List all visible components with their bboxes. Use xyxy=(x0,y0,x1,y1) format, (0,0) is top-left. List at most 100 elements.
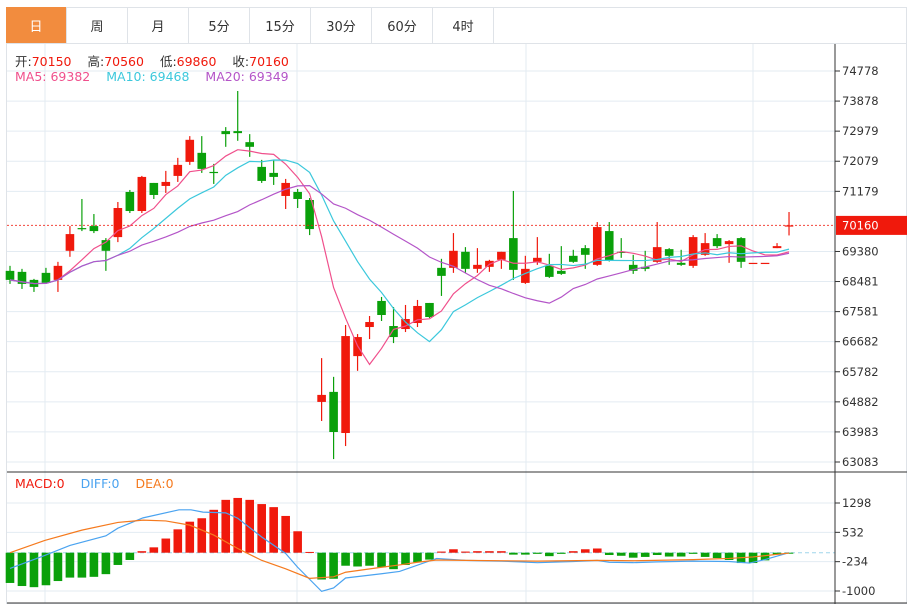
macd-bar xyxy=(197,518,207,553)
macd-bar xyxy=(65,552,75,578)
high-label: 高: xyxy=(87,54,105,69)
price-tick-label: 65782 xyxy=(842,365,879,379)
tab-60min[interactable]: 60分 xyxy=(372,7,433,43)
candle-body xyxy=(161,181,171,186)
tab-5min[interactable]: 5分 xyxy=(189,7,250,43)
candle xyxy=(65,226,75,257)
candle-body xyxy=(616,251,626,254)
macd-bar xyxy=(545,552,554,557)
candle-body xyxy=(700,243,710,255)
candle-body xyxy=(317,394,326,402)
candle-body xyxy=(65,234,75,251)
price-tick-label: 66682 xyxy=(842,335,879,349)
candle-body xyxy=(461,251,470,269)
macd-bar xyxy=(497,551,506,553)
candle-body xyxy=(652,247,662,262)
candle-body xyxy=(125,191,135,212)
macd-bar xyxy=(425,552,434,560)
candle-body xyxy=(77,228,87,230)
candle-body xyxy=(509,238,518,270)
macd-bar xyxy=(77,552,87,578)
candle-body xyxy=(545,265,554,277)
ma20-value: MA20: 69349 xyxy=(205,69,289,84)
macd-bar xyxy=(712,552,722,559)
macd-bar xyxy=(449,549,458,553)
candle xyxy=(461,247,470,273)
candle xyxy=(149,182,159,199)
candle-body xyxy=(712,238,722,247)
ma-legend: MA5: 69382 MA10: 69468 MA20: 69349 xyxy=(15,69,289,84)
candle-body xyxy=(137,176,147,212)
tab-30min[interactable]: 30分 xyxy=(311,7,372,43)
candle xyxy=(41,267,51,284)
candle xyxy=(329,376,338,460)
close-value: 70160 xyxy=(249,54,289,69)
macd-bar xyxy=(640,552,650,557)
macd-bar xyxy=(317,552,326,580)
macd-bar xyxy=(413,552,422,563)
candle-body xyxy=(557,270,566,274)
price-tick-label: 68481 xyxy=(842,275,879,289)
candle xyxy=(760,262,770,265)
candle-body xyxy=(185,139,195,162)
candle xyxy=(317,358,326,421)
close-label: 收: xyxy=(232,54,250,69)
macd-bar xyxy=(748,552,758,564)
candle xyxy=(736,237,746,268)
price-tick-label: 67581 xyxy=(842,305,879,319)
macd-bar xyxy=(616,552,626,556)
macd-bar xyxy=(652,552,662,556)
macd-value: MACD:0 xyxy=(15,476,65,491)
macd-bar xyxy=(533,552,542,554)
candle-body xyxy=(425,302,434,318)
candle xyxy=(29,278,39,292)
candle xyxy=(772,243,782,249)
tab-month[interactable]: 月 xyxy=(128,7,189,43)
price-tick-label: 72979 xyxy=(842,124,879,138)
macd-bar xyxy=(724,552,734,560)
candle xyxy=(125,189,135,214)
candle-body xyxy=(329,391,338,433)
tab-week[interactable]: 周 xyxy=(67,7,128,43)
candle-body xyxy=(365,322,374,328)
macd-bar xyxy=(53,552,63,582)
macd-bar xyxy=(401,552,410,565)
tab-15min[interactable]: 15分 xyxy=(250,7,311,43)
candle-body xyxy=(257,166,266,181)
price-tick-label: 69380 xyxy=(842,244,879,258)
candle-body xyxy=(221,131,231,135)
candle-body xyxy=(604,231,614,261)
macd-bar xyxy=(580,549,590,553)
candle-body xyxy=(245,142,254,147)
price-tick-label: 72079 xyxy=(842,154,879,168)
macd-bar xyxy=(233,497,243,553)
candle-body xyxy=(449,250,458,268)
macd-legend: MACD:0 DIFF:0 DEA:0 xyxy=(15,476,174,491)
price-tick-label: 71179 xyxy=(842,184,879,198)
macd-bar xyxy=(353,552,362,567)
ohlc-legend: 开:70150 高:70560 低:69860 收:70160 xyxy=(15,51,289,70)
candle-body xyxy=(497,251,506,260)
candle xyxy=(784,212,794,236)
tab-day[interactable]: 日 xyxy=(6,7,67,43)
candle xyxy=(664,248,674,265)
candle xyxy=(545,253,554,278)
macd-bar xyxy=(305,551,314,553)
tab-4hour[interactable]: 4时 xyxy=(433,7,494,43)
candle xyxy=(161,170,171,193)
candle xyxy=(221,127,231,147)
macd-bar xyxy=(485,551,494,553)
candle-body xyxy=(592,227,602,265)
candle-body xyxy=(580,248,590,255)
candle xyxy=(365,315,374,340)
candle-body xyxy=(149,182,159,195)
ma10-line xyxy=(9,159,790,343)
candle-body xyxy=(748,262,758,265)
candle-body xyxy=(736,238,746,262)
price-tick-label: 63983 xyxy=(842,425,879,439)
high-value: 70560 xyxy=(104,54,144,69)
candle-body xyxy=(688,237,698,266)
macd-bar xyxy=(604,552,614,556)
candle xyxy=(17,268,27,289)
